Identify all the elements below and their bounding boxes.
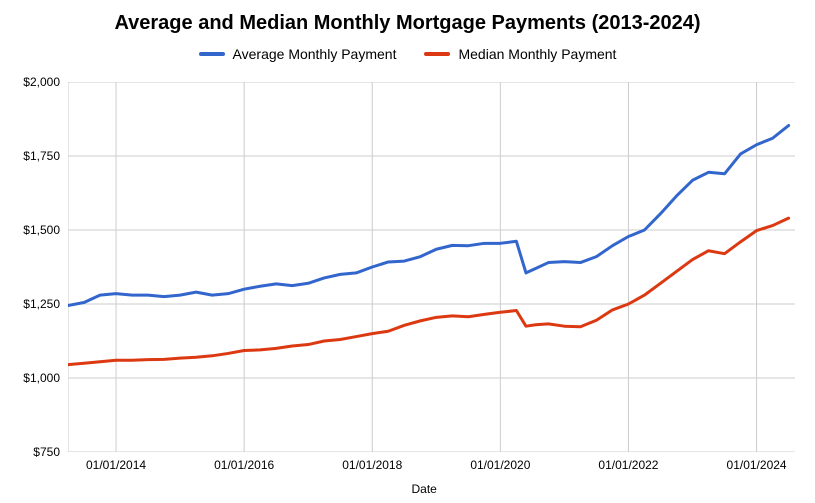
y-tick-label: $1,000 — [0, 371, 60, 385]
y-tick-label: $1,250 — [0, 297, 60, 311]
chart-title-text: Average and Median Monthly Mortgage Paym… — [114, 12, 700, 34]
series-line — [68, 218, 789, 365]
series-line — [68, 126, 789, 306]
x-tick-label: 01/01/2018 — [342, 458, 402, 472]
chart-title: Average and Median Monthly Mortgage Paym… — [0, 12, 815, 35]
y-tick-label: $1,750 — [0, 149, 60, 163]
x-axis-label: Date — [412, 482, 437, 496]
x-axis-label-text: Date — [412, 482, 437, 496]
legend-item-average: Average Monthly Payment — [199, 46, 397, 62]
legend-swatch-median — [424, 52, 450, 56]
y-tick-label: $750 — [0, 445, 60, 459]
legend-swatch-average — [199, 52, 225, 56]
x-tick-label: 01/01/2016 — [214, 458, 274, 472]
plot-area — [68, 82, 795, 452]
legend-label-median: Median Monthly Payment — [458, 46, 616, 62]
y-tick-label: $1,500 — [0, 223, 60, 237]
x-tick-label: 01/01/2022 — [598, 458, 658, 472]
y-tick-label: $2,000 — [0, 75, 60, 89]
x-tick-label: 01/01/2024 — [727, 458, 787, 472]
legend-item-median: Median Monthly Payment — [424, 46, 616, 62]
legend: Average Monthly Payment Median Monthly P… — [0, 46, 815, 62]
chart-container: Average and Median Monthly Mortgage Paym… — [0, 0, 815, 503]
x-tick-label: 01/01/2014 — [86, 458, 146, 472]
legend-label-average: Average Monthly Payment — [233, 46, 397, 62]
x-tick-label: 01/01/2020 — [470, 458, 530, 472]
